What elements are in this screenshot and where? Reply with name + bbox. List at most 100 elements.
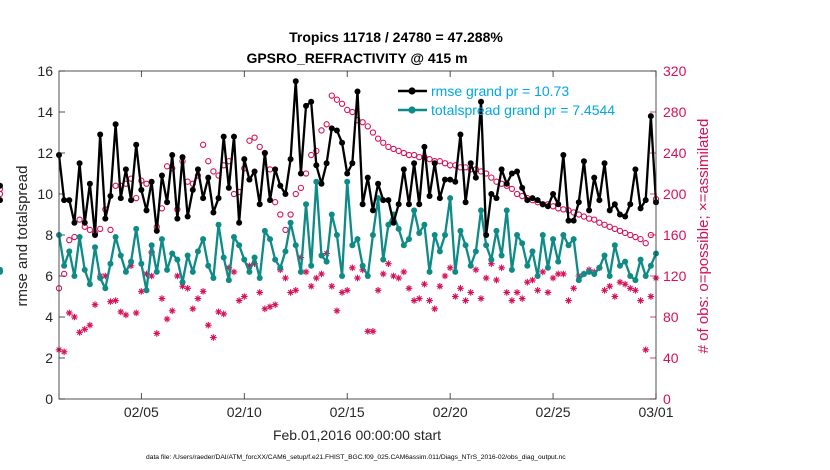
- obs-assimilated-point: [127, 262, 135, 270]
- rmse-point: [622, 213, 629, 220]
- totalspread-point: [431, 232, 438, 238]
- obs-assimilated-point: [621, 280, 629, 288]
- rmse-point: [416, 201, 423, 208]
- rmse-point: [66, 197, 73, 204]
- obs-assimilated-point: [194, 295, 202, 302]
- obs-assimilated-point: [421, 280, 428, 288]
- rmse-point: [184, 213, 191, 220]
- rmse-point: [375, 180, 382, 187]
- obs-possible-point: [395, 147, 402, 155]
- rmse-point: [225, 184, 232, 191]
- rmse-point: [457, 131, 464, 138]
- rmse-point: [344, 170, 351, 177]
- obs-possible-point: [133, 194, 140, 202]
- rmse-point: [297, 170, 304, 177]
- rmse-point: [205, 174, 212, 181]
- rmse-point: [580, 158, 587, 165]
- y-tick-label-left: 2: [45, 350, 53, 366]
- obs-possible-point: [97, 225, 104, 232]
- rmse-point: [71, 219, 78, 226]
- obs-assimilated-point: [601, 287, 608, 294]
- obs-assimilated-point: [524, 278, 531, 286]
- totalspread-point: [220, 254, 227, 261]
- totalspread-point: [179, 279, 186, 286]
- totalspread-point: [529, 248, 536, 255]
- totalspread-point: [0, 268, 3, 275]
- totalspread-point: [128, 258, 135, 265]
- obs-assimilated-point: [534, 287, 541, 294]
- rmse-point: [544, 203, 551, 210]
- obs-assimilated-point: [426, 297, 433, 304]
- totalspread-point: [354, 236, 361, 243]
- rmse-point: [261, 150, 268, 156]
- rmse-point: [498, 166, 505, 173]
- totalspread-point: [292, 242, 299, 249]
- obs-assimilated-point: [60, 348, 68, 356]
- obs-assimilated-point: [544, 289, 552, 296]
- obs-assimilated-point: [642, 346, 650, 354]
- totalspread-point: [61, 262, 68, 269]
- totalspread-point: [447, 195, 454, 202]
- obs-assimilated-point: [318, 270, 325, 278]
- totalspread-point: [277, 264, 284, 271]
- obs-possible-point: [107, 226, 114, 234]
- rmse-point: [642, 197, 649, 204]
- obs-assimilated-point: [513, 289, 521, 296]
- rmse-point: [210, 209, 217, 216]
- rmse-point: [380, 197, 387, 204]
- obs-assimilated-point: [457, 285, 464, 292]
- totalspread-point: [478, 207, 485, 214]
- y-tick-label-left: 10: [37, 186, 53, 202]
- obs-assimilated-point: [282, 274, 289, 282]
- totalspread-point: [606, 273, 613, 279]
- obs-assimilated-point: [240, 293, 248, 300]
- rmse-point: [436, 195, 443, 202]
- rmse-point: [102, 215, 109, 222]
- obs-assimilated-point: [560, 270, 567, 278]
- x-tick-label: 02/20: [433, 404, 468, 420]
- obs-possible-point: [513, 190, 521, 198]
- obs-assimilated-point: [266, 303, 274, 311]
- obs-possible-point: [364, 123, 371, 130]
- rmse-point: [107, 193, 114, 200]
- rmse-point: [586, 207, 593, 214]
- obs-assimilated-point: [493, 276, 500, 284]
- rmse-point: [179, 154, 186, 161]
- rmse-point: [534, 197, 541, 204]
- rmse-point: [565, 217, 572, 224]
- rmse-point: [189, 186, 196, 193]
- rmse-point: [236, 219, 243, 226]
- rmse-point: [220, 133, 227, 140]
- totalspread-point: [344, 178, 351, 185]
- obs-assimilated-point: [647, 293, 655, 300]
- totalspread-point: [297, 268, 304, 275]
- obs-assimilated-point: [328, 282, 336, 290]
- y-tick-label-right: 120: [663, 268, 687, 284]
- rmse-point: [0, 197, 3, 204]
- obs-possible-point: [199, 141, 207, 148]
- totalspread-point: [102, 285, 109, 292]
- totalspread-point: [97, 275, 104, 282]
- obs-possible-point: [60, 270, 68, 278]
- obs-possible-point: [616, 227, 624, 235]
- totalspread-point: [586, 268, 593, 275]
- totalspread-point: [632, 277, 639, 284]
- obs-assimilated-point: [488, 260, 495, 267]
- y-tick-label-left: 0: [45, 391, 53, 407]
- rmse-point: [194, 166, 201, 173]
- obs-possible-point: [606, 223, 613, 230]
- obs-assimilated-point: [379, 270, 387, 278]
- rmse-point: [174, 215, 181, 222]
- rmse-point: [400, 166, 407, 173]
- totalspread-point: [189, 268, 196, 275]
- rmse-point: [246, 176, 253, 183]
- y-tick-label-left: 8: [45, 227, 53, 243]
- obs-assimilated-point: [482, 274, 490, 282]
- obs-assimilated-point: [179, 282, 186, 290]
- obs-assimilated-point: [302, 268, 310, 276]
- rmse-point: [148, 178, 155, 185]
- obs-possible-point: [344, 106, 351, 114]
- obs-possible-point: [400, 149, 407, 157]
- obs-possible-point: [277, 211, 284, 218]
